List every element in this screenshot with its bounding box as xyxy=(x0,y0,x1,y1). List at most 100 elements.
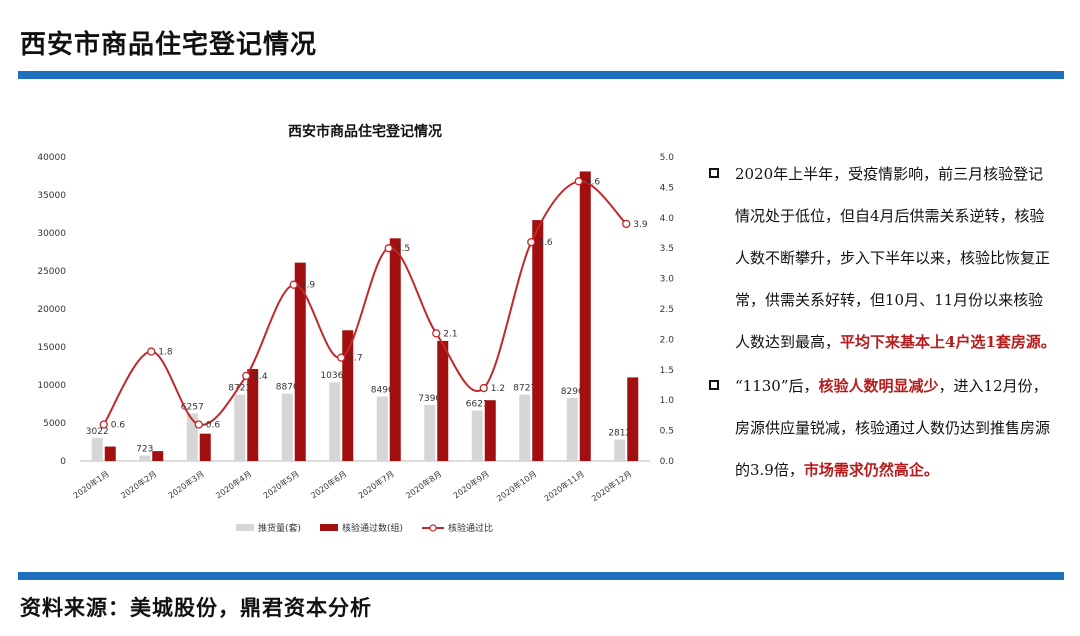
y-tick-label: 40000 xyxy=(37,153,66,163)
ratio-data-label: 4.6 xyxy=(586,177,601,187)
x-tick-label: 2020年9月 xyxy=(451,468,491,500)
verified-bar xyxy=(199,433,211,461)
x-tick-label: 2020年7月 xyxy=(356,468,396,500)
registration-chart: 西安市商品住宅登记情况 0 5000 10000 15000 20000 25000 3000… xyxy=(37,123,675,534)
y-tick-label: 15000 xyxy=(37,343,66,353)
supply-bar xyxy=(91,438,103,461)
square-bullet-icon xyxy=(709,168,719,178)
ratio-data-label: 1.7 xyxy=(348,354,362,364)
verified-bar xyxy=(104,446,116,461)
y-tick-label: 20000 xyxy=(37,305,66,315)
x-tick-label: 2020年12月 xyxy=(590,468,634,503)
y2-tick-label: 0.5 xyxy=(660,427,674,437)
y-tick-label: 5000 xyxy=(43,419,66,429)
ratio-point xyxy=(99,420,108,429)
verified-bar xyxy=(437,340,449,461)
verified-bar xyxy=(627,377,639,461)
y2-tick-label: 2.5 xyxy=(660,305,674,315)
supply-bar xyxy=(139,455,151,461)
x-tick-label: 2020年4月 xyxy=(214,468,254,500)
ratio-point xyxy=(147,347,156,356)
footer-divider xyxy=(18,572,1064,580)
supply-bar xyxy=(519,394,531,461)
ratio-point xyxy=(479,383,488,393)
x-tick-label: 2020年5月 xyxy=(261,468,301,500)
chart-title: 西安市商品住宅登记情况 xyxy=(288,123,442,140)
supply-data-label: 8870 xyxy=(276,383,299,393)
y2-tick-label: 3.5 xyxy=(660,244,674,254)
supply-data-label: 8727 xyxy=(513,384,536,394)
ratio-data-label: 3.5 xyxy=(396,244,410,254)
verified-bar xyxy=(294,262,306,461)
y2-tick-label: 1.5 xyxy=(660,366,674,376)
supply-bar xyxy=(234,394,246,461)
note-highlight: 平均下来基本上4户选1套房源。 xyxy=(840,333,1056,351)
note-highlight: 核验人数明显减少 xyxy=(818,377,939,395)
y2-tick-label: 2.0 xyxy=(660,335,675,345)
supply-bar xyxy=(566,397,578,461)
x-tick-label: 2020年2月 xyxy=(119,468,159,500)
x-tick-label: 2020年8月 xyxy=(404,468,444,500)
supply-data-label: 10362 xyxy=(320,371,349,381)
y2-tick-label: 5.0 xyxy=(660,153,675,163)
verified-bar xyxy=(247,369,259,461)
ratio-data-label: 3.6 xyxy=(538,238,553,248)
supply-bar xyxy=(614,439,626,461)
ratio-data-label: 3.9 xyxy=(633,220,648,230)
note-item: 2020年上半年，受疫情影响，前三月核验登记情况处于低位，但自4月后供需关系逆转… xyxy=(706,153,1056,363)
legend-swatch-supply xyxy=(236,524,254,531)
page-title: 西安市商品住宅登记情况 xyxy=(20,30,318,60)
ratio-data-label: 0.6 xyxy=(111,421,126,431)
y2-tick-label: 4.5 xyxy=(660,183,674,193)
supply-data-label: 7390 xyxy=(418,394,441,404)
ratio-data-label: 0.6 xyxy=(206,421,221,431)
supply-data-label: 3022 xyxy=(86,427,109,437)
y-tick-label: 30000 xyxy=(37,229,66,239)
source-note: 资料来源：美城股份，鼎君资本分析 xyxy=(20,596,372,620)
ratio-point xyxy=(337,353,346,362)
verified-bar xyxy=(152,451,164,461)
ratio-data-label: 2.9 xyxy=(301,281,316,291)
legend-label-verified: 核验通过数(组) xyxy=(342,522,403,534)
supply-bar xyxy=(376,396,388,461)
supply-data-label: 8290 xyxy=(561,387,584,397)
supply-bar xyxy=(471,410,483,461)
note-segment: ，进入12月份，房源供应量锐减，核验通过人数仍达到推售房源的3.9倍， xyxy=(735,377,1051,479)
supply-data-label: 8490 xyxy=(371,385,394,395)
y-tick-label: 10000 xyxy=(37,381,66,391)
supply-bar xyxy=(424,404,436,461)
ratio-data-label: 1.8 xyxy=(158,348,173,358)
ratio-point xyxy=(242,371,251,381)
supply-bar xyxy=(186,413,198,461)
legend-swatch-verified xyxy=(320,524,338,531)
note-text: “1130”后，核验人数明显减少，进入12月份，房源供应量锐减，核验通过人数仍达… xyxy=(735,365,1056,491)
legend-marker-ratio xyxy=(429,524,437,532)
verified-bar xyxy=(342,330,354,461)
supply-data-label: 6621 xyxy=(466,400,489,410)
y2-tick-label: 4.0 xyxy=(660,214,675,224)
verified-bar xyxy=(532,220,544,461)
ratio-data-label: 1.4 xyxy=(253,372,268,382)
ratio-point xyxy=(574,177,583,186)
y-tick-label: 35000 xyxy=(37,191,66,201)
supply-bar xyxy=(329,382,341,461)
y-tick-label: 25000 xyxy=(37,267,66,277)
ratio-point xyxy=(194,420,203,429)
x-tick-label: 2020年6月 xyxy=(309,468,349,500)
x-tick-label: 2020年10月 xyxy=(495,468,539,503)
verified-bar xyxy=(579,171,591,461)
header-divider xyxy=(18,71,1064,79)
y2-tick-label: 0.0 xyxy=(660,457,675,467)
supply-data-label: 8723 xyxy=(228,384,251,394)
y2-tick-label: 1.0 xyxy=(660,396,675,406)
x-tick-label: 2020年11月 xyxy=(542,468,586,503)
ratio-point xyxy=(289,280,298,289)
square-bullet-icon xyxy=(709,380,719,390)
verified-bar xyxy=(389,238,401,461)
ratio-line xyxy=(102,180,627,426)
ratio-point xyxy=(622,219,631,229)
ratio-point xyxy=(432,329,441,338)
supply-bar xyxy=(281,393,293,461)
supply-data-label: 2812 xyxy=(608,429,631,439)
y2-tick-label: 3.0 xyxy=(660,275,675,285)
